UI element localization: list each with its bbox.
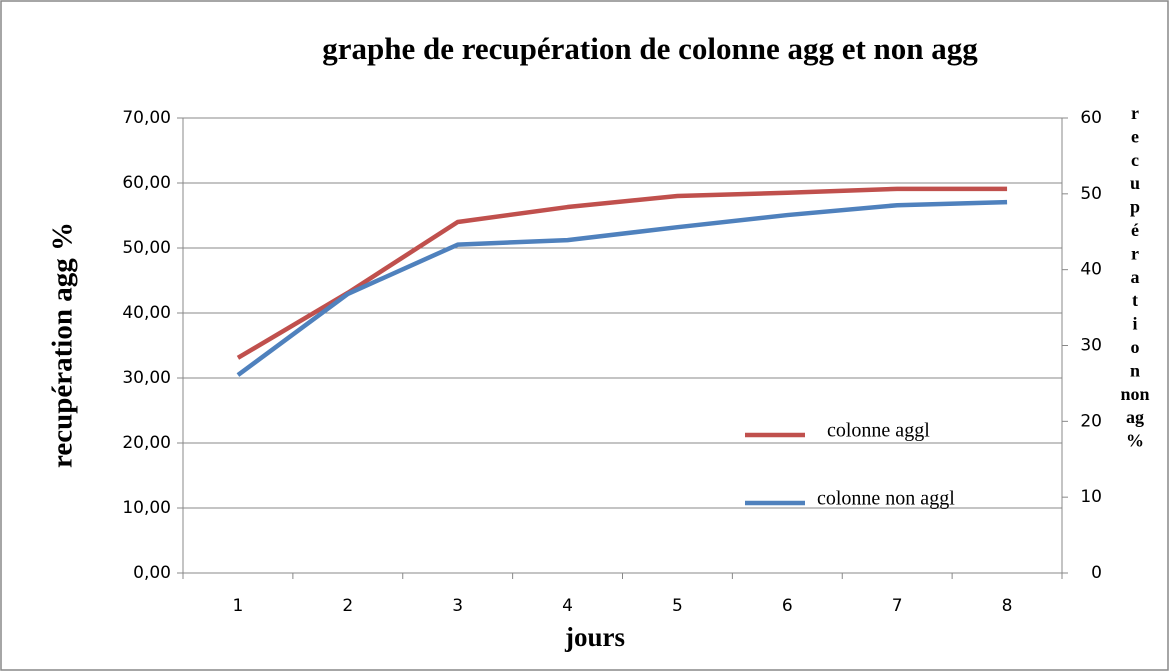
y2-tick-label: 10	[1080, 487, 1102, 507]
y2-tick-label: 50	[1080, 184, 1102, 204]
x-tick-label: 5	[672, 596, 683, 616]
y-tick-label: 0,00	[133, 563, 171, 583]
x-tick-label: 6	[782, 596, 793, 616]
legend-label: colonne aggl	[827, 420, 930, 442]
y-axis-label: recupération agg %	[47, 222, 79, 468]
chart-title: graphe de recupération de colonne agg et…	[322, 31, 978, 66]
y2-tick-label: 20	[1080, 411, 1102, 431]
y2-tick-label: 0	[1091, 563, 1102, 583]
y-tick-label: 10,00	[122, 498, 171, 518]
y2-tick-label: 40	[1080, 260, 1102, 280]
y2-tick-label: 30	[1080, 336, 1102, 356]
y-tick-label: 30,00	[122, 368, 171, 388]
y2-tick-label: 60	[1080, 108, 1102, 128]
x-tick-label: 3	[452, 596, 463, 616]
y-tick-label: 60,00	[122, 173, 171, 193]
x-tick-label: 8	[1002, 596, 1013, 616]
series-line	[236, 199, 1008, 377]
y-tick-label: 50,00	[122, 238, 171, 258]
x-tick-label: 2	[342, 596, 353, 616]
x-tick-label: 7	[892, 596, 903, 616]
y-tick-label: 40,00	[122, 303, 171, 323]
series-line	[236, 186, 1008, 360]
legend-label: colonne non aggl	[817, 488, 955, 510]
y-tick-label: 70,00	[122, 108, 171, 128]
x-tick-label: 4	[562, 596, 573, 616]
y-tick-label: 20,00	[122, 433, 171, 453]
y2-axis-label: r e c u p é r a t i o n non ag%	[1120, 103, 1149, 451]
x-tick-label: 1	[233, 596, 244, 616]
x-axis-label: jours	[564, 622, 625, 652]
